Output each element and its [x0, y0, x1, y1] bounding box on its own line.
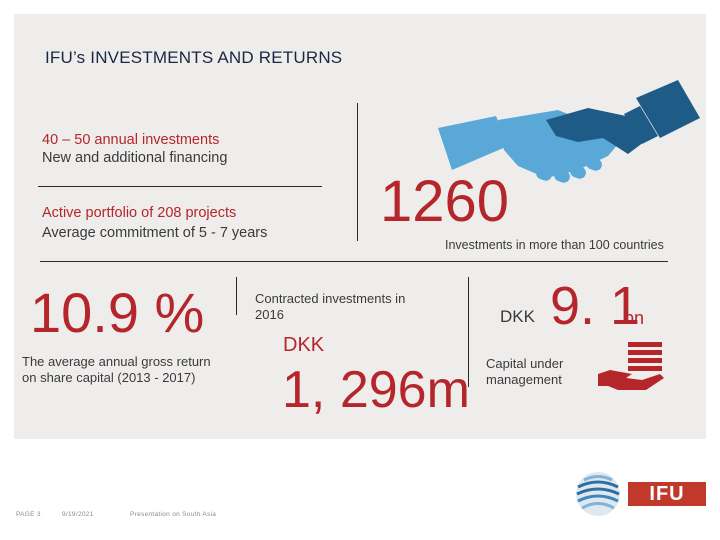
contracted-caption-2: 2016: [255, 307, 284, 322]
contracted-value: 1, 296m: [282, 361, 470, 419]
globe-logo-icon: [574, 469, 622, 519]
capital-currency: DKK: [500, 307, 535, 326]
capital-value: 9. 1: [550, 276, 641, 336]
capital-caption-2: management: [486, 372, 562, 387]
footer-date: 9/19/2021: [62, 511, 94, 518]
annual-investments-text: 40 – 50 annual investments: [42, 132, 220, 148]
ifu-logo-text: IFU: [649, 483, 685, 505]
divider-long: [40, 261, 668, 262]
divider-short: [38, 186, 322, 187]
portfolio-text: Active portfolio of 208 projects: [42, 205, 237, 221]
slide-title: IFU’s INVESTMENTS AND RETURNS: [45, 48, 343, 67]
vertical-divider: [357, 103, 358, 241]
footer-presentation: Presentation on South Asia: [130, 511, 217, 518]
financing-text: New and additional financing: [42, 150, 228, 166]
hand-money-icon: [596, 340, 668, 392]
vertical-divider-small: [236, 277, 237, 315]
investments-count: 1260: [380, 169, 510, 234]
capital-caption-1: Capital under: [486, 356, 564, 371]
vertical-divider-right: [468, 277, 469, 387]
contracted-currency: DKK: [283, 334, 325, 356]
content-panel: [14, 14, 706, 439]
capital-unit: bn: [624, 308, 645, 328]
return-value: 10.9 %: [30, 281, 205, 344]
footer-page: PAGE 3: [16, 511, 41, 518]
contracted-caption-1: Contracted investments in: [255, 291, 406, 306]
handshake-icon: [438, 80, 700, 200]
ifu-logo: IFU: [628, 482, 706, 506]
commitment-text: Average commitment of 5 - 7 years: [42, 225, 268, 241]
return-caption-1: The average annual gross return: [22, 354, 211, 369]
investments-caption: Investments in more than 100 countries: [445, 238, 664, 252]
return-caption-2: on share capital (2013 - 2017): [22, 370, 196, 385]
